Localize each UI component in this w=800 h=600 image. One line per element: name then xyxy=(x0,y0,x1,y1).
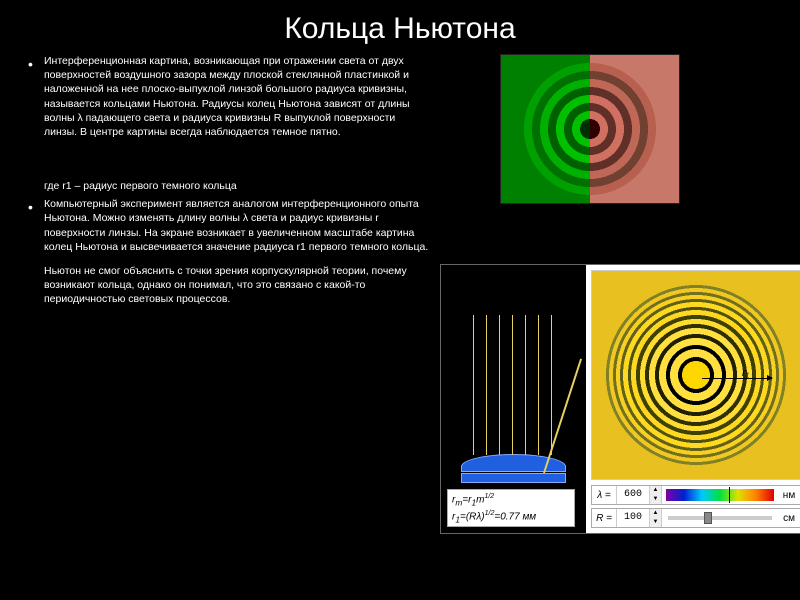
radius-symbol: R = xyxy=(592,513,616,524)
green-rings-half xyxy=(501,55,590,203)
spectrum-marker[interactable] xyxy=(729,487,730,503)
newton-rings-pattern: r₁ xyxy=(591,270,800,480)
chevron-up-icon[interactable]: ▲ xyxy=(650,509,661,518)
incident-ray xyxy=(538,315,539,455)
content-row: • Интерференционная картина, возникающая… xyxy=(0,54,800,306)
radius-unit: см xyxy=(778,513,800,524)
incident-ray xyxy=(525,315,526,455)
para-3: Компьютерный эксперимент является аналог… xyxy=(44,197,430,254)
radius-stepper[interactable]: ▲▼ xyxy=(650,509,662,527)
spectrum-slider[interactable] xyxy=(666,489,774,501)
simulation-panel: rm=r1m1/2 r1=(Rλ)1/2=0.77 мм r₁ λ = 600 … xyxy=(440,264,800,534)
formula-line-2: r1=(Rλ)1/2=0.77 мм xyxy=(452,509,570,526)
formula-line-1: rm=r1m1/2 xyxy=(452,492,570,509)
lambda-symbol: λ = xyxy=(592,490,616,501)
incident-ray xyxy=(551,315,552,455)
incident-ray xyxy=(499,315,500,455)
glass-plate xyxy=(461,473,566,483)
r1-definition: где r1 – радиус первого темного кольца xyxy=(44,179,430,193)
r1-arrow-icon xyxy=(702,378,772,379)
rings-photograph xyxy=(500,54,680,204)
page-title: Кольца Ньютона xyxy=(0,0,800,54)
radius-control[interactable]: R = 100 ▲▼ см xyxy=(591,508,800,528)
lambda-stepper[interactable]: ▲▼ xyxy=(650,486,662,504)
red-rings-half xyxy=(590,55,679,203)
figures-column: rm=r1m1/2 r1=(Rλ)1/2=0.77 мм r₁ λ = 600 … xyxy=(440,54,780,306)
oblique-ray xyxy=(543,359,582,474)
formula-readout: rm=r1m1/2 r1=(Rλ)1/2=0.77 мм xyxy=(447,489,575,527)
bullet-2: • Компьютерный эксперимент является анал… xyxy=(20,197,430,254)
para-1: Интерференционная картина, возникающая п… xyxy=(44,54,430,139)
chevron-down-icon[interactable]: ▼ xyxy=(650,518,661,527)
lambda-value[interactable]: 600 xyxy=(616,486,650,504)
chevron-down-icon[interactable]: ▼ xyxy=(650,495,661,504)
lambda-unit: нм xyxy=(778,490,800,501)
incident-ray xyxy=(473,315,474,455)
radius-slider-thumb[interactable] xyxy=(704,512,712,524)
bullet-1: • Интерференционная картина, возникающая… xyxy=(20,54,430,139)
radius-slider[interactable] xyxy=(668,516,772,520)
para-4: Ньютон не смог объяснить с точки зрения … xyxy=(44,264,430,307)
rings-simulation: r₁ λ = 600 ▲▼ нм R = 100 ▲▼ xyxy=(586,265,800,533)
chevron-up-icon[interactable]: ▲ xyxy=(650,486,661,495)
wavelength-control[interactable]: λ = 600 ▲▼ нм xyxy=(591,485,800,505)
incident-ray xyxy=(512,315,513,455)
bullet-dot: • xyxy=(20,54,44,139)
incident-ray xyxy=(486,315,487,455)
radius-value[interactable]: 100 xyxy=(616,509,650,527)
text-column: • Интерференционная картина, возникающая… xyxy=(20,54,440,306)
lens-schematic: rm=r1m1/2 r1=(Rλ)1/2=0.77 мм xyxy=(441,265,586,533)
bullet-dot: • xyxy=(20,197,44,254)
